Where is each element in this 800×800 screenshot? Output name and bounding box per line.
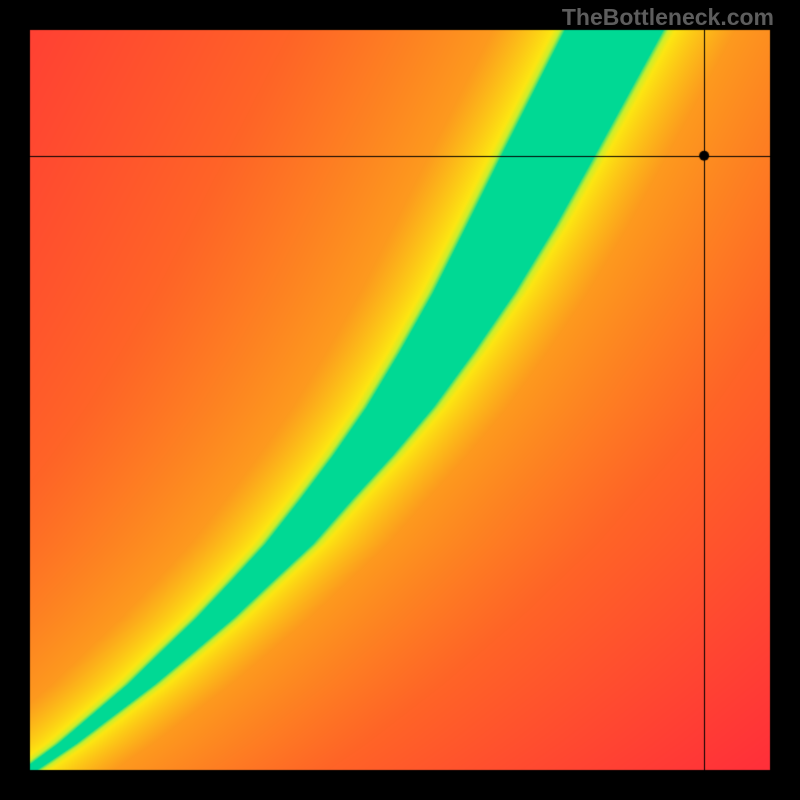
watermark-text: TheBottleneck.com (562, 4, 774, 31)
chart-container: { "canvas": { "full_width": 800, "full_h… (0, 0, 800, 800)
bottleneck-heatmap (0, 0, 800, 800)
